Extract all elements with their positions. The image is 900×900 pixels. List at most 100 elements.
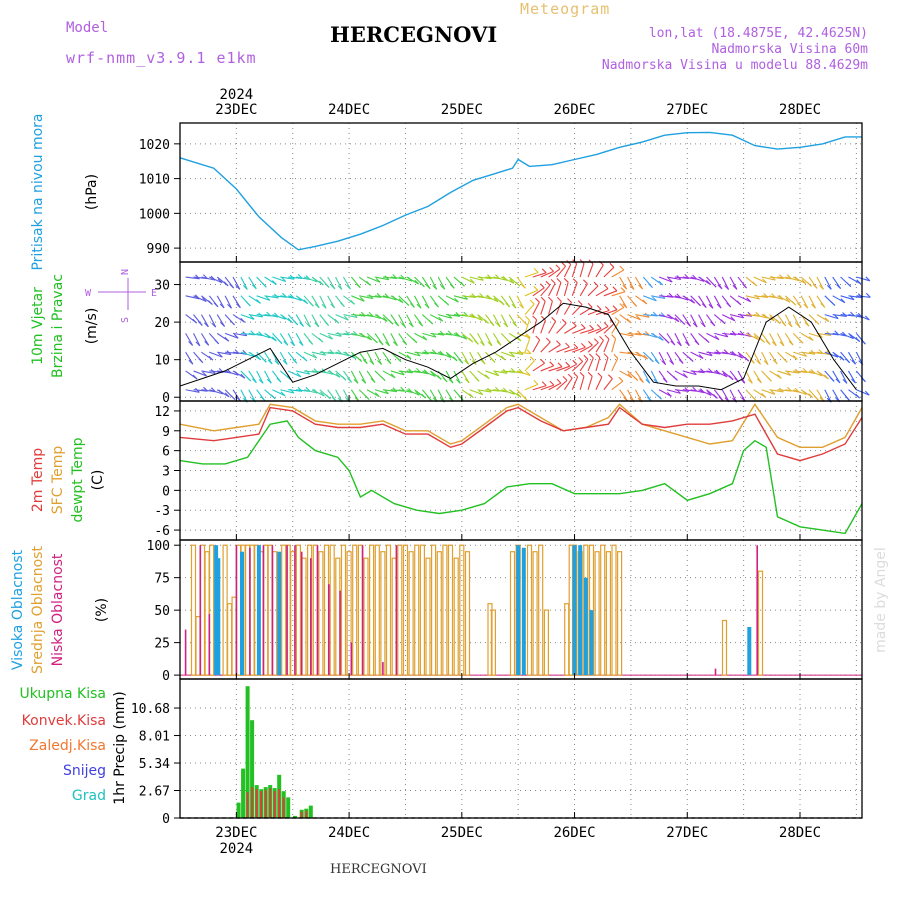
- wind-barb: [240, 276, 248, 290]
- wind-barb: [500, 314, 509, 328]
- wind-barb: [358, 370, 367, 384]
- wind-barb-flag: [426, 396, 432, 401]
- wind-barb-flag: [330, 303, 335, 309]
- wind-barb-flag: [382, 317, 388, 322]
- wind-barb-flag: [864, 315, 870, 321]
- wind-barb-flag: [512, 322, 518, 327]
- wind-barb: [524, 360, 535, 372]
- wind-barb: [832, 332, 847, 337]
- wind-barb-flag: [865, 276, 871, 282]
- wind-barb: [785, 276, 800, 282]
- wind-barb: [501, 351, 515, 358]
- wind-barb: [769, 333, 777, 346]
- wind-barb: [713, 295, 722, 309]
- wind-barb: [390, 333, 398, 346]
- mid-cloud-bar: [374, 544, 380, 676]
- wind-barb: [847, 351, 857, 365]
- wind-barb: [722, 351, 737, 356]
- wind-barb: [832, 370, 841, 384]
- wind-barb-flag: [782, 357, 788, 363]
- wind-barb-flag: [643, 354, 648, 360]
- wind-barb-flag: [446, 353, 452, 359]
- wind-barb-flag: [571, 321, 577, 327]
- wind-barb: [650, 370, 659, 384]
- high-cloud-bar: [214, 545, 219, 676]
- wind-barb: [603, 357, 609, 372]
- wind-barb-flag: [261, 357, 267, 363]
- pressure-label: Pritisak na nivou mora: [30, 113, 46, 270]
- high-cloud-bar: [256, 545, 261, 676]
- wind-barb-flag: [714, 335, 720, 340]
- wind-barb: [193, 333, 201, 347]
- wind-barb: [406, 276, 419, 285]
- wind-barb-flag: [337, 285, 343, 290]
- y-tick-label: 3: [162, 465, 170, 480]
- wind-barb-flag: [290, 341, 295, 347]
- conv-precip-bar: [305, 810, 308, 818]
- y-tick-label: 100: [147, 539, 170, 554]
- wind-barb: [848, 276, 861, 285]
- pressure-unit: (hPa): [84, 174, 100, 210]
- wind-barb-flag: [319, 280, 324, 286]
- wind-barb: [438, 314, 452, 319]
- conv-precip-bar: [273, 791, 276, 818]
- low-cloud-label: Niska Oblacnost: [50, 553, 66, 666]
- conv-precip-bar: [251, 787, 254, 818]
- wind-barb-flag: [589, 324, 594, 330]
- wind-barb: [461, 351, 470, 365]
- wind-barb: [564, 363, 577, 372]
- wind-barb-flag: [324, 283, 330, 288]
- wind-barb: [564, 325, 577, 334]
- wind-barb: [201, 276, 216, 281]
- wind-barb-flag: [421, 393, 427, 399]
- sfc-label: SFC Temp: [50, 446, 66, 515]
- wind-barb: [792, 276, 806, 284]
- wind-barb-flag: [785, 297, 791, 303]
- wind-barb-flag: [775, 319, 781, 325]
- wind-barb-flag: [593, 338, 599, 343]
- wind-barb-flag: [581, 343, 586, 348]
- wind-label-1: 10m Vjetar: [30, 287, 46, 365]
- wind-barb-flag: [667, 277, 673, 283]
- wind-barb: [729, 389, 737, 403]
- wind-barb: [690, 351, 704, 359]
- data-layer: [179, 131, 863, 819]
- wind-barb-flag: [682, 373, 688, 378]
- wind-label-2: Brzina i Pravac: [50, 274, 66, 378]
- wind-barb: [611, 380, 624, 391]
- wind-barb: [572, 327, 586, 334]
- wind-barb-flag: [652, 296, 657, 302]
- wind-barb: [524, 383, 539, 391]
- wind-barb-flag: [548, 296, 553, 302]
- compass-e: E: [151, 288, 157, 299]
- wind-barb-flag: [533, 268, 539, 273]
- total-precip-bar: [308, 805, 313, 818]
- wind-barb: [619, 332, 634, 337]
- wind-barb-flag: [777, 374, 782, 379]
- wind-barb: [374, 314, 388, 322]
- wind-barb-flag: [578, 357, 584, 362]
- wind-barb-flag: [416, 303, 422, 309]
- wind-barb: [627, 314, 641, 321]
- x-tick-label-top: 28DEC: [779, 102, 821, 118]
- wind-barb-flag: [202, 371, 207, 377]
- wind-barb-flag: [394, 321, 400, 327]
- wind-barb-flag: [747, 379, 753, 384]
- wind-barb: [634, 276, 644, 290]
- wind-barb: [429, 389, 438, 403]
- wind-barb: [319, 295, 327, 309]
- wind-barb: [714, 332, 729, 338]
- precip-legend-item: Ukupna Kisa: [19, 686, 106, 702]
- wind-barb: [690, 389, 705, 394]
- wind-barb: [666, 276, 681, 281]
- wind-barb: [674, 370, 688, 378]
- wind-barb: [611, 307, 625, 316]
- wind-barb-flag: [420, 282, 425, 288]
- wind-barb-flag: [470, 278, 475, 284]
- wind-barb: [603, 338, 610, 353]
- wind-barb: [532, 287, 545, 297]
- wind-barb-flag: [580, 323, 586, 329]
- mid-cloud-bar: [436, 551, 442, 676]
- wind-barb-flag: [603, 322, 609, 327]
- wind-barb-flag: [458, 358, 464, 364]
